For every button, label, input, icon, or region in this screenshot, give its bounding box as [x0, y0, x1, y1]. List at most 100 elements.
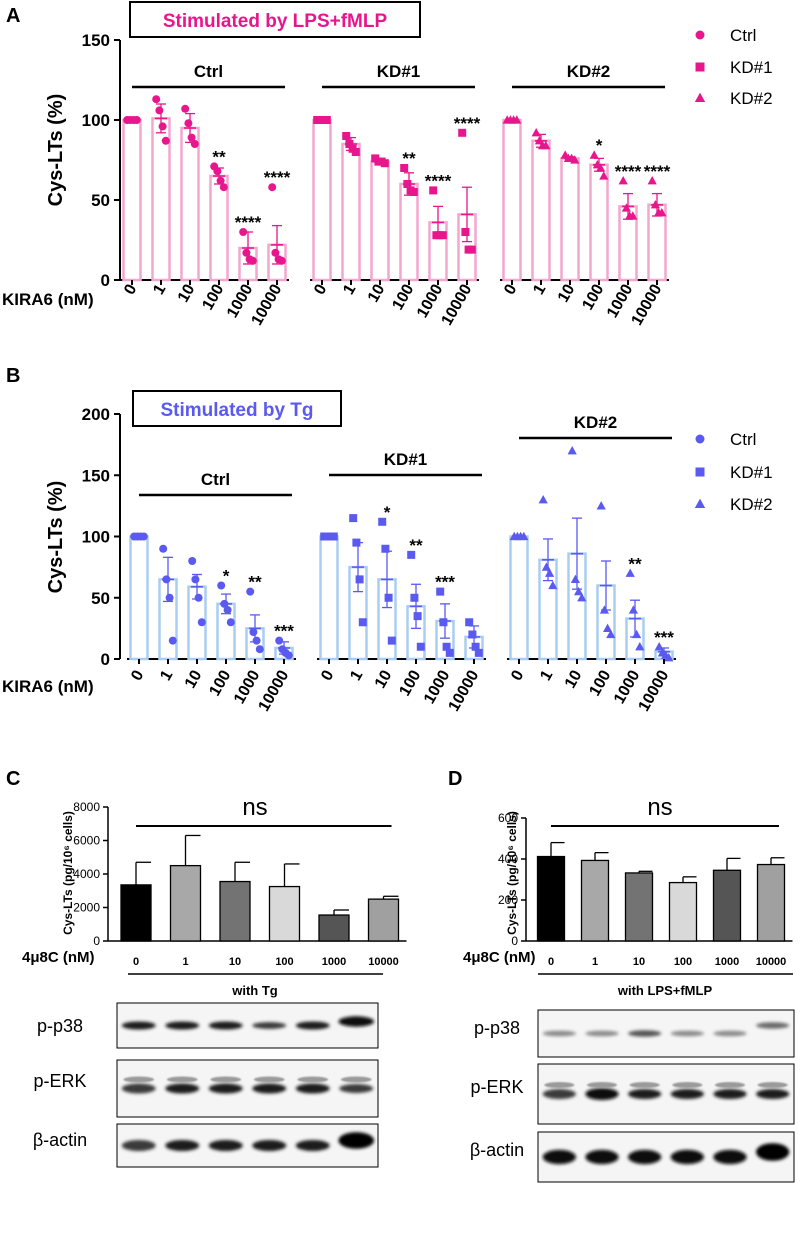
x-tick-label-a: 100 — [389, 281, 417, 313]
band — [123, 1076, 155, 1083]
legend-label-a: KD#1 — [730, 58, 773, 77]
x-tick-label-a: 10 — [365, 281, 389, 305]
data-point-b — [226, 618, 235, 627]
significance-a: **** — [235, 213, 262, 232]
y-tick-label-b: 50 — [91, 589, 110, 608]
data-point-a — [461, 228, 470, 236]
x-tick-label-b: 1 — [347, 667, 366, 683]
band — [713, 1089, 747, 1099]
y-tick-label-a: 100 — [82, 111, 110, 130]
x-tick-label-b: 100 — [396, 667, 424, 699]
band — [338, 1016, 375, 1027]
band — [208, 1083, 243, 1094]
data-point-a — [190, 140, 199, 148]
data-point-b — [628, 605, 638, 614]
significance-a: **** — [454, 114, 481, 133]
data-point-b — [220, 599, 229, 608]
data-point-a — [342, 132, 351, 140]
data-point-a — [239, 228, 248, 236]
bar-c — [268, 885, 301, 942]
data-point-a — [467, 245, 476, 254]
y-tick-label-c: 2000 — [73, 901, 100, 915]
x-axis-label-d: 4μ8C (nM) — [463, 949, 536, 966]
band — [338, 1132, 375, 1149]
group-label-b: KD#1 — [384, 450, 427, 469]
legend-label-a: Ctrl — [730, 26, 756, 45]
band — [121, 1083, 156, 1094]
y-axis-label-d: Cys-LTs (pg/10⁶ cells) — [505, 811, 519, 935]
y-tick-label-c: 4000 — [73, 867, 100, 881]
x-tick-label-b: 0 — [318, 667, 337, 683]
band — [756, 1089, 790, 1099]
band — [756, 1022, 790, 1029]
data-point-b — [519, 531, 529, 541]
blot-c-erk — [116, 1059, 379, 1118]
panel-label-a: A — [6, 5, 20, 27]
data-point-b — [567, 445, 577, 455]
data-point-b — [349, 514, 358, 523]
legend-marker-b — [694, 498, 706, 509]
significance-b: ** — [248, 573, 262, 592]
data-point-b — [197, 618, 206, 627]
data-point-a — [219, 183, 228, 192]
legend-marker-a — [695, 62, 705, 72]
data-point-b — [191, 575, 200, 584]
data-point-a — [409, 188, 418, 196]
data-point-a — [512, 115, 522, 124]
bar-d — [756, 863, 786, 942]
data-point-a — [380, 159, 389, 168]
data-point-b — [352, 538, 361, 547]
bar-a — [341, 142, 361, 282]
data-point-b — [194, 593, 203, 602]
data-point-b — [284, 651, 293, 660]
bar-c — [120, 884, 152, 942]
data-point-a — [429, 186, 438, 195]
x-tick-label-d: 1000 — [715, 956, 739, 968]
x-tick-label-b: 10 — [372, 667, 396, 691]
data-point-a — [184, 119, 193, 128]
x-tick-label-c: 10000 — [368, 956, 399, 968]
data-point-b — [329, 532, 338, 541]
significance-c: ns — [242, 794, 267, 821]
bar-b — [319, 535, 339, 661]
band — [542, 1149, 576, 1165]
group-label-a: Ctrl — [194, 62, 223, 81]
blot-c-erk-frame — [116, 1059, 379, 1118]
data-point-a — [596, 163, 606, 172]
data-point-a — [628, 211, 638, 220]
significance-a: **** — [425, 171, 452, 190]
x-tick-label-a: 0 — [311, 281, 330, 297]
significance-d: ns — [647, 794, 672, 821]
significance-b: *** — [274, 622, 294, 641]
x-tick-label-b: 100 — [206, 667, 234, 699]
x-tick-label-d: 10000 — [756, 956, 787, 968]
band — [165, 1140, 200, 1151]
x-tick-label-d: 1 — [592, 956, 598, 968]
data-point-b — [168, 636, 177, 645]
data-point-a — [531, 128, 541, 137]
y-axis-label-b: Cys-LTs (%) — [45, 481, 67, 594]
data-point-b — [410, 593, 419, 602]
x-tick-label-a: 10000 — [438, 281, 475, 328]
data-point-a — [650, 200, 660, 209]
data-point-b — [139, 532, 148, 541]
chart-title-a: Stimulated by LPS+fMLP — [163, 11, 388, 32]
band — [670, 1089, 704, 1099]
bar-a — [180, 126, 200, 282]
legend-marker-b — [695, 467, 705, 477]
band — [252, 1140, 287, 1151]
data-point-b — [275, 636, 284, 645]
blot-label-d-0: p-p38 — [474, 1018, 520, 1038]
y-tick-label-a: 50 — [91, 191, 110, 210]
y-tick-label-a: 0 — [101, 271, 110, 290]
band — [208, 1140, 243, 1151]
x-axis-label-c: 4μ8C (nM) — [22, 949, 95, 966]
blot-c-p38-frame — [116, 1002, 379, 1049]
x-tick-label-a: 0 — [121, 281, 140, 297]
data-point-b — [355, 575, 364, 584]
band — [121, 1140, 156, 1151]
significance-a: **** — [644, 162, 671, 181]
data-point-b — [596, 501, 606, 510]
blot-d-p38 — [537, 1009, 795, 1058]
